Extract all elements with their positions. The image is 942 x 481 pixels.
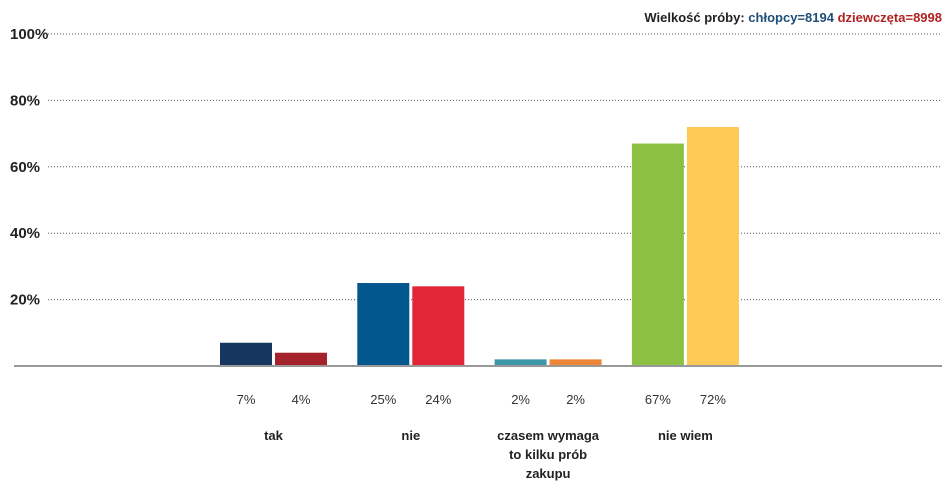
category-label: to kilku prób — [509, 447, 587, 462]
value-label: 7% — [237, 392, 256, 407]
sample-size-boys: chłopcy=8194 — [748, 10, 834, 25]
bar — [549, 359, 602, 365]
gridlines: 20% 40% 60% 80% 100% — [10, 26, 942, 309]
category-label: nie — [401, 428, 420, 443]
value-labels: 7% 4% 25% 24% 2% 2% 67% 72% — [237, 392, 727, 407]
value-label: 67% — [645, 392, 671, 407]
y-tick-label: 100% — [10, 26, 48, 43]
category-label: zakupu — [526, 466, 571, 481]
bar — [631, 143, 684, 365]
category-label: czasem wymaga — [497, 428, 600, 443]
category-label: nie wiem — [658, 428, 713, 443]
bars — [220, 126, 739, 366]
y-tick-label: 80% — [10, 92, 40, 109]
sample-size-girls: dziewczęta=8998 — [837, 10, 942, 25]
value-label: 25% — [370, 392, 396, 407]
sample-size-note: Wielkość próby: chłopcy=8194 dziewczęta=… — [644, 10, 942, 25]
y-tick-label: 20% — [10, 292, 40, 309]
bar — [686, 126, 739, 366]
bar — [220, 342, 272, 365]
y-tick-label: 60% — [10, 159, 40, 176]
category-labels: tak nie czasem wymaga to kilku prób zakupu ni… — [264, 428, 713, 481]
bar — [494, 359, 547, 365]
value-label: 4% — [292, 392, 311, 407]
value-label: 2% — [566, 392, 585, 407]
bar — [275, 352, 327, 365]
bar — [412, 286, 465, 365]
bar — [357, 283, 410, 365]
y-tick-label: 40% — [10, 225, 40, 242]
value-label: 72% — [700, 392, 726, 407]
category-label: tak — [264, 428, 284, 443]
sample-size-label: Wielkość próby: — [644, 10, 745, 25]
value-label: 24% — [425, 392, 451, 407]
value-label: 2% — [511, 392, 530, 407]
